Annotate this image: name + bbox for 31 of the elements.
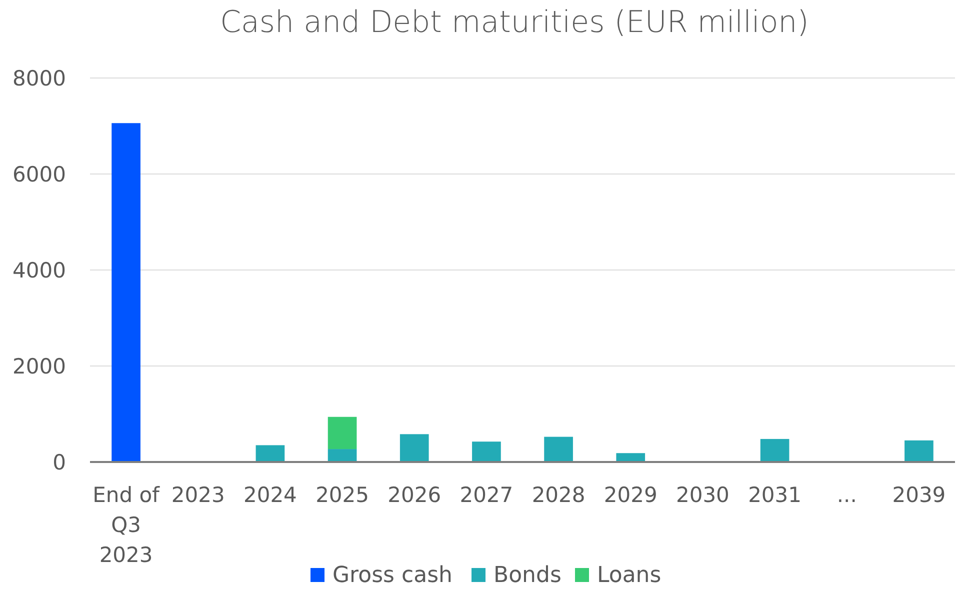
bar bbox=[472, 442, 501, 462]
bar bbox=[760, 438, 790, 462]
bar bbox=[544, 436, 573, 462]
bar bbox=[328, 449, 357, 462]
bar bbox=[904, 440, 934, 462]
y-tick-label: 2000 bbox=[12, 354, 66, 378]
legend-label: Bonds bbox=[494, 563, 562, 588]
legend-label: Gross cash bbox=[332, 563, 452, 588]
x-tick-label: 2023 bbox=[171, 483, 225, 507]
x-tick-label: 2029 bbox=[604, 483, 658, 507]
x-tick-label: 2024 bbox=[243, 483, 297, 507]
x-tick-label: 2039 bbox=[892, 483, 946, 507]
bar bbox=[112, 123, 140, 462]
y-tick-label: 4000 bbox=[12, 258, 66, 282]
x-tick-label: 2025 bbox=[316, 483, 370, 507]
y-tick-label: 8000 bbox=[12, 66, 66, 90]
x-tick-label: 2028 bbox=[532, 483, 586, 507]
x-tick-label: 2026 bbox=[388, 483, 442, 507]
x-tick-label: 2031 bbox=[748, 483, 802, 507]
y-tick-label: 0 bbox=[52, 450, 66, 474]
x-tick-label: ... bbox=[836, 483, 857, 507]
bar bbox=[256, 445, 285, 462]
x-tick-label: 2030 bbox=[676, 483, 730, 507]
bar bbox=[400, 434, 429, 462]
y-tick-label: 6000 bbox=[12, 162, 66, 186]
chart-title: Cash and Debt maturities (EUR million) bbox=[220, 5, 809, 40]
bar bbox=[328, 416, 357, 450]
bar bbox=[616, 453, 646, 462]
x-tick-label: 2027 bbox=[460, 483, 514, 507]
x-tick-label: End of Q3 2023 bbox=[92, 483, 160, 567]
legend-label: Loans bbox=[597, 563, 662, 588]
